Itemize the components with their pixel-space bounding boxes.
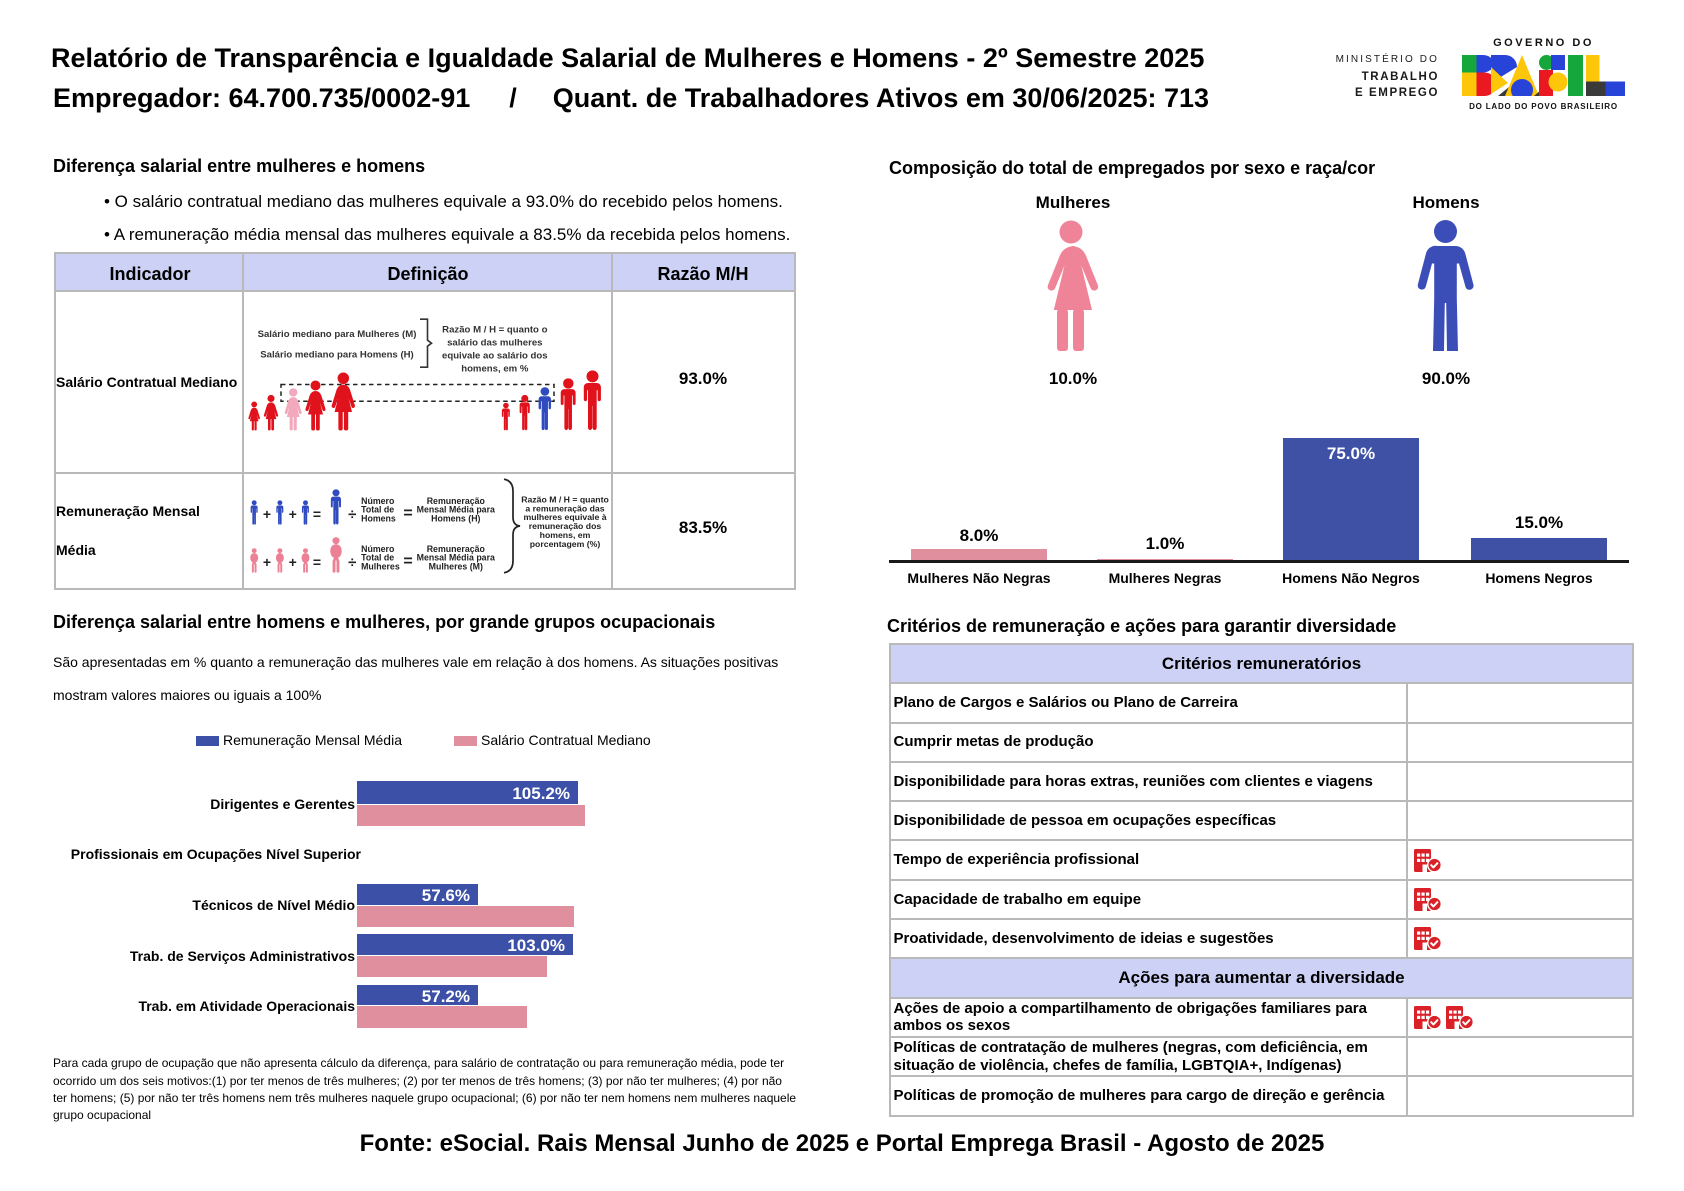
svg-text:equivale ao salário dos: equivale ao salário dos	[442, 350, 548, 361]
svg-text:Total de: Total de	[361, 504, 394, 514]
svg-text:Razão M / H = quanto o: Razão M / H = quanto o	[442, 324, 547, 335]
svg-text:mulheres equivale à: mulheres equivale à	[523, 512, 606, 522]
svg-text:+: +	[289, 506, 297, 522]
svg-text:Número: Número	[361, 495, 395, 505]
svg-text:=: =	[403, 505, 412, 522]
svg-text:Total de: Total de	[361, 552, 394, 562]
svg-text:+: +	[263, 506, 271, 522]
svg-text:+: +	[289, 554, 297, 570]
svg-text:+: +	[263, 554, 271, 570]
svg-text:Salário mediano para Homens (H: Salário mediano para Homens (H)	[260, 349, 414, 360]
svg-text:=: =	[313, 506, 321, 522]
svg-text:salário das mulheres: salário das mulheres	[447, 337, 542, 348]
svg-text:Salário mediano para Mulheres: Salário mediano para Mulheres (M)	[258, 329, 417, 340]
svg-text:remuneração dos: remuneração dos	[529, 521, 602, 531]
svg-text:Mulheres: Mulheres	[361, 561, 400, 571]
svg-text:Homens (H): Homens (H)	[431, 513, 480, 523]
svg-text:÷: ÷	[348, 506, 356, 523]
svg-text:homens, em %: homens, em %	[461, 363, 529, 374]
svg-text:=: =	[403, 553, 412, 570]
svg-text:Remuneração: Remuneração	[427, 495, 486, 505]
svg-text:porcentagem (%): porcentagem (%)	[530, 538, 601, 548]
svg-text:Mensal Média para: Mensal Média para	[417, 552, 495, 562]
svg-text:=: =	[313, 554, 321, 570]
svg-text:Homens: Homens	[361, 513, 396, 523]
svg-text:Mulheres (M): Mulheres (M)	[429, 561, 483, 571]
svg-text:Razão M / H = quanto: Razão M / H = quanto	[521, 494, 609, 504]
svg-text:Número: Número	[361, 543, 395, 553]
svg-text:homens, em: homens, em	[540, 530, 591, 540]
svg-text:Mensal Média para: Mensal Média para	[417, 504, 495, 514]
svg-text:÷: ÷	[348, 554, 356, 571]
svg-text:a remuneração das: a remuneração das	[525, 503, 604, 513]
svg-text:Remuneração: Remuneração	[427, 543, 486, 553]
